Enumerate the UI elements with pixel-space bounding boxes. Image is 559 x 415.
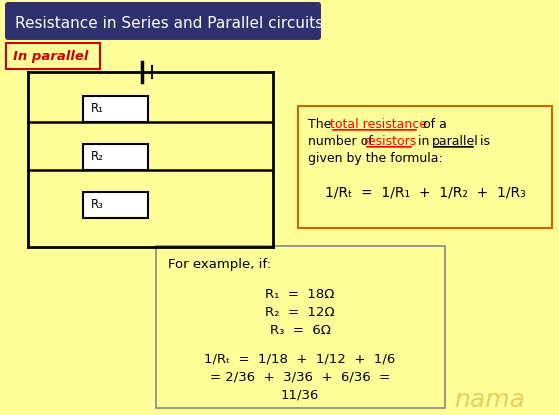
Text: R₂: R₂ — [91, 150, 104, 164]
Text: In parallel: In parallel — [13, 51, 88, 63]
Text: R₁  =  18Ω: R₁ = 18Ω — [266, 288, 335, 301]
Text: resistors: resistors — [364, 135, 417, 148]
FancyBboxPatch shape — [6, 43, 100, 69]
Text: total resistance: total resistance — [330, 118, 427, 132]
FancyBboxPatch shape — [298, 106, 552, 228]
Text: of a: of a — [419, 118, 447, 132]
Text: Resistance in Series and Parallel circuits: Resistance in Series and Parallel circui… — [15, 17, 323, 32]
Text: R₁: R₁ — [91, 103, 104, 115]
FancyBboxPatch shape — [5, 2, 321, 40]
Text: 1/Rₜ  =  1/R₁  +  1/R₂  +  1/R₃: 1/Rₜ = 1/R₁ + 1/R₂ + 1/R₃ — [325, 186, 525, 200]
Text: 11/36: 11/36 — [281, 388, 319, 401]
Text: R₃  =  6Ω: R₃ = 6Ω — [269, 324, 330, 337]
Bar — [83, 192, 148, 218]
Text: The: The — [308, 118, 335, 132]
Text: R₃: R₃ — [91, 198, 104, 211]
Text: = 2/36  +  3/36  +  6/36  =: = 2/36 + 3/36 + 6/36 = — [210, 370, 390, 383]
Bar — [83, 144, 148, 170]
Text: given by the formula:: given by the formula: — [308, 152, 443, 165]
Text: number of: number of — [308, 135, 377, 148]
Text: parallel: parallel — [432, 135, 479, 148]
Text: in: in — [414, 135, 433, 148]
Text: For example, if:: For example, if: — [168, 258, 271, 271]
Bar — [83, 96, 148, 122]
Text: nama: nama — [454, 388, 525, 412]
Text: R₂  =  12Ω: R₂ = 12Ω — [265, 306, 335, 319]
Text: is: is — [476, 135, 490, 148]
FancyBboxPatch shape — [156, 246, 445, 408]
Text: 1/Rₜ  =  1/18  +  1/12  +  1/6: 1/Rₜ = 1/18 + 1/12 + 1/6 — [205, 352, 396, 365]
